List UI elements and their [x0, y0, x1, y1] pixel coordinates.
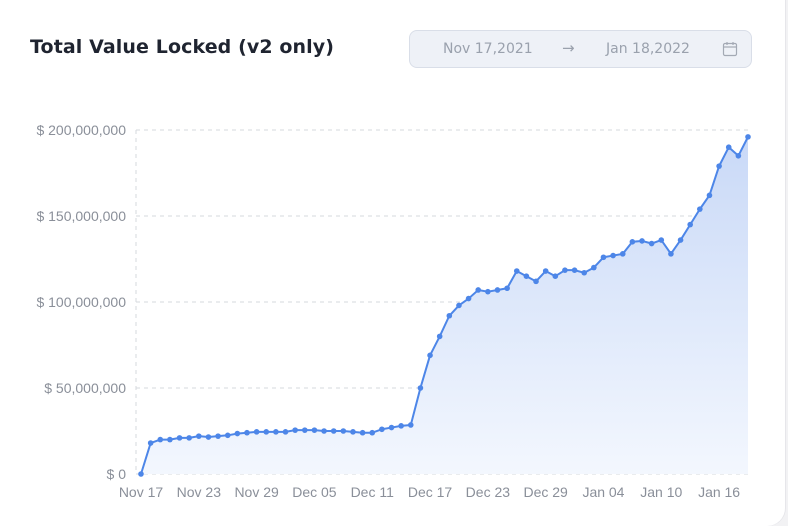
- data-point[interactable]: [571, 267, 578, 273]
- date-range-start[interactable]: Nov 17,2021: [443, 41, 533, 57]
- data-point[interactable]: [234, 430, 241, 437]
- x-tick-label: Nov 17: [119, 484, 164, 500]
- x-tick-label: Jan 10: [640, 484, 682, 500]
- data-point[interactable]: [485, 288, 491, 295]
- data-point[interactable]: [668, 251, 674, 257]
- y-tick-label: $ 200,000,000: [36, 122, 126, 138]
- data-point[interactable]: [562, 267, 568, 273]
- data-point[interactable]: [591, 264, 597, 271]
- y-tick-label: $ 150,000,000: [36, 208, 126, 224]
- data-point[interactable]: [639, 238, 645, 244]
- date-range-picker[interactable]: Nov 17,2021 → Jan 18,2022: [409, 30, 752, 68]
- y-tick-label: $ 0: [107, 466, 127, 482]
- data-point[interactable]: [407, 422, 414, 428]
- data-point[interactable]: [350, 429, 356, 435]
- x-tick-label: Dec 17: [408, 484, 453, 500]
- data-point[interactable]: [610, 252, 616, 259]
- data-point[interactable]: [687, 221, 693, 228]
- x-tick-label: Nov 23: [177, 484, 222, 500]
- data-point[interactable]: [398, 423, 404, 429]
- data-point[interactable]: [417, 385, 424, 391]
- data-point[interactable]: [504, 285, 510, 292]
- x-tick-label: Jan 04: [582, 484, 624, 500]
- series-points: [138, 134, 751, 477]
- data-point[interactable]: [513, 268, 520, 274]
- data-point[interactable]: [205, 434, 212, 440]
- data-point[interactable]: [725, 144, 732, 150]
- data-point[interactable]: [465, 295, 472, 302]
- series-line: [140, 136, 749, 475]
- calendar-icon[interactable]: [722, 41, 738, 57]
- data-point[interactable]: [369, 429, 376, 436]
- date-range-end[interactable]: Jan 18,2022: [606, 41, 690, 57]
- data-point[interactable]: [552, 273, 559, 280]
- y-axis: $ 0 $ 50,000,000 $ 100,000,000 $ 150,000,00…: [36, 122, 126, 482]
- data-point[interactable]: [677, 237, 684, 243]
- data-point[interactable]: [600, 254, 607, 261]
- data-point[interactable]: [282, 429, 289, 435]
- data-point[interactable]: [427, 352, 433, 359]
- data-point[interactable]: [340, 428, 347, 434]
- data-point[interactable]: [542, 268, 549, 274]
- x-tick-label: Dec 29: [523, 484, 568, 500]
- data-point[interactable]: [321, 428, 327, 434]
- y-tick-label: $ 50,000,000: [44, 380, 126, 396]
- data-point[interactable]: [157, 436, 164, 443]
- x-axis: Nov 17 Nov 23 Nov 29 Dec 05 Dec 11 Dec 17 Dec …: [119, 484, 740, 500]
- data-point[interactable]: [301, 427, 308, 433]
- chart-title: Total Value Locked (v2 only): [30, 36, 335, 58]
- data-point[interactable]: [224, 432, 231, 439]
- x-tick-label: Nov 29: [234, 484, 279, 500]
- data-point[interactable]: [619, 251, 626, 257]
- data-point[interactable]: [446, 312, 453, 319]
- y-tick-label: $ 100,000,000: [36, 294, 126, 310]
- data-point[interactable]: [706, 192, 713, 199]
- data-point[interactable]: [359, 429, 366, 436]
- data-point[interactable]: [379, 426, 385, 433]
- data-point[interactable]: [273, 429, 279, 435]
- data-point[interactable]: [253, 429, 260, 435]
- data-point[interactable]: [147, 440, 154, 446]
- data-point[interactable]: [523, 273, 530, 280]
- data-point[interactable]: [697, 206, 703, 212]
- data-point[interactable]: [475, 287, 482, 293]
- x-tick-label: Dec 05: [292, 484, 337, 500]
- data-point[interactable]: [456, 302, 462, 309]
- data-point[interactable]: [581, 269, 588, 276]
- data-point[interactable]: [533, 278, 539, 285]
- data-point[interactable]: [215, 433, 221, 439]
- data-point[interactable]: [648, 240, 655, 247]
- data-point[interactable]: [330, 428, 337, 434]
- data-point[interactable]: [629, 239, 636, 245]
- data-point[interactable]: [494, 287, 501, 293]
- data-point[interactable]: [263, 429, 270, 435]
- data-point[interactable]: [176, 435, 183, 441]
- x-tick-label: Jan 16: [698, 484, 740, 500]
- data-point[interactable]: [388, 424, 395, 431]
- x-tick-label: Dec 11: [351, 484, 395, 500]
- data-point[interactable]: [292, 427, 298, 433]
- data-point[interactable]: [167, 436, 173, 443]
- data-point[interactable]: [735, 153, 742, 159]
- data-point[interactable]: [138, 471, 144, 477]
- data-point[interactable]: [311, 427, 318, 433]
- data-point[interactable]: [716, 163, 722, 169]
- data-point[interactable]: [244, 429, 250, 436]
- data-point[interactable]: [186, 435, 192, 441]
- data-point[interactable]: [745, 134, 751, 140]
- data-point[interactable]: [436, 333, 443, 340]
- arrow-right-icon: →: [562, 39, 575, 57]
- area-fill: [141, 136, 748, 474]
- x-tick-label: Dec 23: [466, 484, 511, 500]
- data-point[interactable]: [658, 237, 665, 243]
- data-point[interactable]: [196, 433, 202, 439]
